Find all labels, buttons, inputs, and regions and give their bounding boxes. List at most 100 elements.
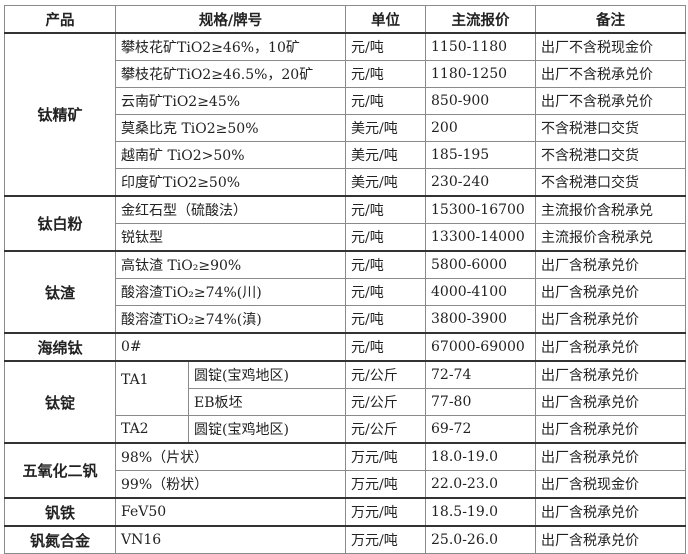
price-cell: 185-195 xyxy=(425,141,537,169)
price-cell: 18.5-19.0 xyxy=(425,497,537,527)
note-cell: 出厂含税承兑价 xyxy=(535,525,687,554)
spec-cell: 云南矿TiO2≥45% xyxy=(114,87,347,115)
spec-cell: 攀枝花矿TiO2≥46.5%，20矿 xyxy=(114,60,347,88)
table-row: TA2 圆锭(宝鸡地区) 元/公斤 69-72 出厂含税承兑价 xyxy=(5,415,687,444)
product-cell: 五氧化二钒 xyxy=(4,442,116,499)
spec-cell: 圆锭(宝鸡地区) xyxy=(187,415,347,444)
price-cell: 1180-1250 xyxy=(425,60,537,88)
price-cell: 72-74 xyxy=(425,360,537,389)
price-cell: 67000-69000 xyxy=(425,332,537,362)
unit-cell: 元/公斤 xyxy=(345,360,427,389)
unit-cell: 万元/吨 xyxy=(345,525,427,554)
note-cell: 出厂含税承兑价 xyxy=(535,305,687,334)
table-row: EB板坯 元/公斤 77-80 出厂含税承兑价 xyxy=(5,388,687,416)
unit-cell: 元/吨 xyxy=(345,305,427,334)
spec-cell: 0# xyxy=(114,332,347,362)
unit-cell: 元/公斤 xyxy=(345,415,427,444)
note-cell: 不含税港口交货 xyxy=(535,168,687,197)
note-cell: 出厂不含税承兑价 xyxy=(535,87,687,115)
price-table: 产品 规格/牌号 单位 主流报价 备注 钛精矿 攀枝花矿TiO2≥46%，10矿元… xyxy=(4,5,687,554)
spec-cell: 圆锭(宝鸡地区) xyxy=(187,360,347,389)
unit-cell: 万元/吨 xyxy=(345,442,427,471)
note-cell: 出厂含税承兑价 xyxy=(535,497,687,527)
unit-cell: 元/吨 xyxy=(345,223,427,252)
note-cell: 出厂含税现金价 xyxy=(535,470,687,499)
spec-cell: 金红石型（硫酸法） xyxy=(114,195,347,224)
price-cell: 22.0-23.0 xyxy=(425,470,537,499)
table-row: 钒氮合金 VN16 万元/吨 25.0-26.0 出厂含税承兑价 xyxy=(4,525,687,554)
price-cell: 25.0-26.0 xyxy=(425,525,537,554)
note-cell: 出厂含税承兑价 xyxy=(535,250,687,279)
note-cell: 不含税港口交货 xyxy=(535,114,687,142)
note-cell: 不含税港口交货 xyxy=(535,141,687,169)
unit-cell: 元/吨 xyxy=(345,87,427,115)
note-cell: 出厂含税承兑价 xyxy=(535,360,687,389)
unit-cell: 元/吨 xyxy=(345,60,427,88)
price-cell: 4000-4100 xyxy=(425,278,537,306)
spec-cell: VN16 xyxy=(114,525,347,554)
table-row: 云南矿TiO2≥45% 元/吨 850-900 出厂不含税承兑价 xyxy=(5,87,687,115)
unit-cell: 元/吨 xyxy=(345,195,427,224)
note-cell: 出厂含税承兑价 xyxy=(535,278,687,306)
price-cell: 230-240 xyxy=(425,168,537,197)
price-cell: 3800-3900 xyxy=(425,305,537,334)
spec-cell: EB板坯 xyxy=(187,388,347,416)
header-note: 备注 xyxy=(535,5,687,34)
header-row: 产品 规格/牌号 单位 主流报价 备注 xyxy=(4,5,687,34)
spec-cell: 越南矿 TiO2>50% xyxy=(114,141,347,169)
spec-cell: 99%（粉状） xyxy=(114,470,347,499)
price-cell: 18.0-19.0 xyxy=(425,442,537,471)
header-unit: 单位 xyxy=(345,5,427,34)
table-row: 锐钛型 元/吨 13300-14000 主流报价含税承兑 xyxy=(5,223,687,252)
note-cell: 主流报价含税承兑 xyxy=(535,195,687,224)
price-cell: 200 xyxy=(425,114,537,142)
grade-cell: TA2 xyxy=(115,415,189,444)
price-cell: 77-80 xyxy=(425,388,537,416)
spec-cell: 锐钛型 xyxy=(114,223,347,252)
header-spec: 规格/牌号 xyxy=(114,5,347,34)
unit-cell: 美元/吨 xyxy=(345,141,427,169)
product-cell: 钛渣 xyxy=(4,250,116,334)
product-cell: 钛锭 xyxy=(4,360,116,444)
unit-cell: 万元/吨 xyxy=(345,497,427,527)
table-row: 钛锭 TA1 圆锭(宝鸡地区) 元/公斤 72-74 出厂含税承兑价 xyxy=(4,360,687,444)
note-cell: 出厂含税承兑价 xyxy=(535,388,687,416)
price-cell: 13300-14000 xyxy=(425,223,537,252)
note-cell: 出厂不含税承兑价 xyxy=(535,60,687,88)
table-row: 钛精矿 攀枝花矿TiO2≥46%，10矿 元/吨 1150-1180 出厂不含税现金价 xyxy=(4,32,687,197)
note-cell: 出厂含税承兑价 xyxy=(535,332,687,362)
product-cell: 海绵钛 xyxy=(4,332,116,362)
table-row: 越南矿 TiO2>50% 美元/吨 185-195 不含税港口交货 xyxy=(5,141,687,169)
price-cell: 69-72 xyxy=(425,415,537,444)
table-row: 酸溶渣TiO₂≥74%(川) 元/吨 4000-4100 出厂含税承兑价 xyxy=(5,278,687,306)
spec-cell: 莫桑比克 TiO2≥50% xyxy=(114,114,347,142)
product-cell: 钛白粉 xyxy=(4,195,116,252)
unit-cell: 元/吨 xyxy=(345,332,427,362)
spec-cell: 酸溶渣TiO₂≥74%(川) xyxy=(114,278,347,306)
unit-cell: 元/吨 xyxy=(345,250,427,279)
spec-cell: 高钛渣 TiO₂≥90% xyxy=(114,250,347,279)
table-row: 钛白粉 金红石型（硫酸法） 元/吨 15300-16700 主流报价含税承兑 xyxy=(4,195,687,252)
price-cell: 15300-16700 xyxy=(425,195,537,224)
product-cell: 钛精矿 xyxy=(4,32,116,197)
header-product: 产品 xyxy=(4,5,116,34)
price-cell: 5800-6000 xyxy=(425,250,537,279)
product-cell: 钒氮合金 xyxy=(4,525,116,554)
table-row: 莫桑比克 TiO2≥50% 美元/吨 200 不含税港口交货 xyxy=(5,114,687,142)
note-cell: 主流报价含税承兑 xyxy=(535,223,687,252)
unit-cell: 美元/吨 xyxy=(345,114,427,142)
table-row: 酸溶渣TiO₂≥74%(滇) 元/吨 3800-3900 出厂含税承兑价 xyxy=(5,305,687,334)
grade-cell: TA1 xyxy=(115,360,189,416)
note-cell: 出厂含税承兑价 xyxy=(535,442,687,471)
spec-cell: 酸溶渣TiO₂≥74%(滇) xyxy=(114,305,347,334)
note-cell: 出厂含税承兑价 xyxy=(535,415,687,444)
product-cell: 钒铁 xyxy=(4,497,116,527)
table-row: 印度矿TiO2≥50% 美元/吨 230-240 不含税港口交货 xyxy=(5,168,687,197)
price-cell: 1150-1180 xyxy=(425,32,537,61)
unit-cell: 元/吨 xyxy=(345,278,427,306)
header-price: 主流报价 xyxy=(425,5,537,34)
spec-cell: FeV50 xyxy=(114,497,347,527)
table-row: 99%（粉状） 万元/吨 22.0-23.0 出厂含税现金价 xyxy=(5,470,687,499)
unit-cell: 元/吨 xyxy=(345,32,427,61)
table-row: 五氧化二钒 98%（片状） 万元/吨 18.0-19.0 出厂含税承兑价 xyxy=(4,442,687,499)
